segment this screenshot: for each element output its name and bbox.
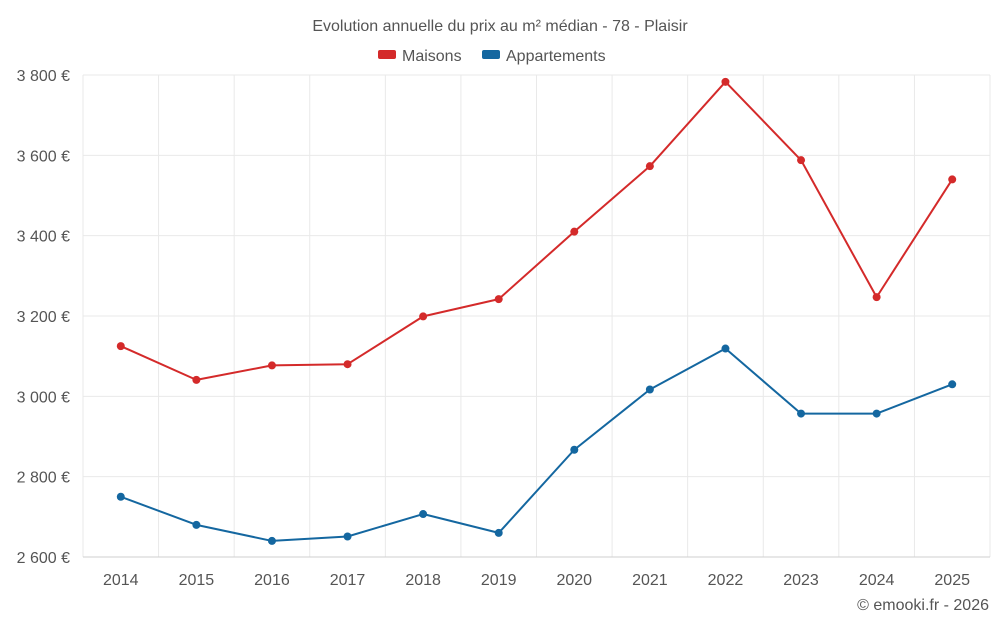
y-axis: 2 600 € 2 800 € 3 000 € 3 200 € 3 400 € 3 600… [17, 68, 70, 567]
y-tick-label: 3 800 € [17, 68, 70, 85]
x-tick-label: 2014 [103, 572, 139, 589]
y-tick-label: 3 400 € [17, 229, 70, 246]
legend-swatch [482, 50, 500, 59]
data-point[interactable] [494, 295, 503, 304]
data-point[interactable] [267, 361, 276, 370]
data-point[interactable] [570, 445, 579, 454]
y-tick-label: 3 000 € [17, 389, 70, 406]
data-point[interactable] [797, 156, 806, 165]
series-layer [116, 77, 957, 545]
legend-label: Appartements [506, 48, 606, 65]
x-axis: 2014 2015 2016 2017 2018 2019 2020 2021 2022 2023… [103, 572, 970, 589]
series-maisons [116, 77, 957, 384]
data-point[interactable] [948, 175, 957, 184]
legend-swatch [378, 50, 396, 59]
data-point[interactable] [267, 536, 276, 545]
data-point[interactable] [797, 409, 806, 418]
x-tick-label: 2017 [330, 572, 366, 589]
legend-label: Maisons [402, 48, 462, 65]
x-tick-label: 2021 [632, 572, 668, 589]
y-tick-label: 2 600 € [17, 550, 70, 567]
grid [82, 74, 991, 558]
y-tick-label: 3 200 € [17, 309, 70, 326]
x-tick-label: 2020 [556, 572, 592, 589]
chart-title: Evolution annuelle du prix au m² médian … [312, 18, 688, 35]
data-point[interactable] [192, 520, 201, 529]
data-point[interactable] [721, 77, 730, 86]
x-tick-label: 2025 [934, 572, 970, 589]
data-point[interactable] [494, 528, 503, 537]
legend: Maisons Appartements [378, 48, 606, 65]
data-point[interactable] [116, 342, 125, 351]
data-point[interactable] [419, 510, 428, 519]
data-point[interactable] [872, 293, 881, 302]
legend-item[interactable]: Maisons [378, 48, 462, 65]
data-point[interactable] [343, 532, 352, 541]
data-point[interactable] [343, 360, 352, 369]
y-tick-label: 3 600 € [17, 148, 70, 165]
data-point[interactable] [570, 227, 579, 236]
x-tick-label: 2022 [708, 572, 744, 589]
data-point[interactable] [948, 380, 957, 389]
x-tick-label: 2019 [481, 572, 517, 589]
x-tick-label: 2015 [179, 572, 215, 589]
data-point[interactable] [645, 385, 654, 394]
y-tick-label: 2 800 € [17, 470, 70, 487]
series-line [120, 80, 954, 381]
data-point[interactable] [116, 492, 125, 501]
x-tick-label: 2018 [405, 572, 441, 589]
credit-text: © emooki.fr - 2026 [857, 597, 989, 614]
series-line [120, 347, 953, 542]
x-tick-label: 2016 [254, 572, 290, 589]
legend-item[interactable]: Appartements [482, 48, 606, 65]
data-point[interactable] [721, 344, 730, 353]
x-tick-label: 2023 [783, 572, 819, 589]
data-point[interactable] [419, 312, 428, 321]
series-appartements [116, 344, 957, 545]
data-point[interactable] [192, 375, 201, 384]
data-point[interactable] [645, 162, 654, 171]
x-tick-label: 2024 [859, 572, 895, 589]
data-point[interactable] [872, 409, 881, 418]
